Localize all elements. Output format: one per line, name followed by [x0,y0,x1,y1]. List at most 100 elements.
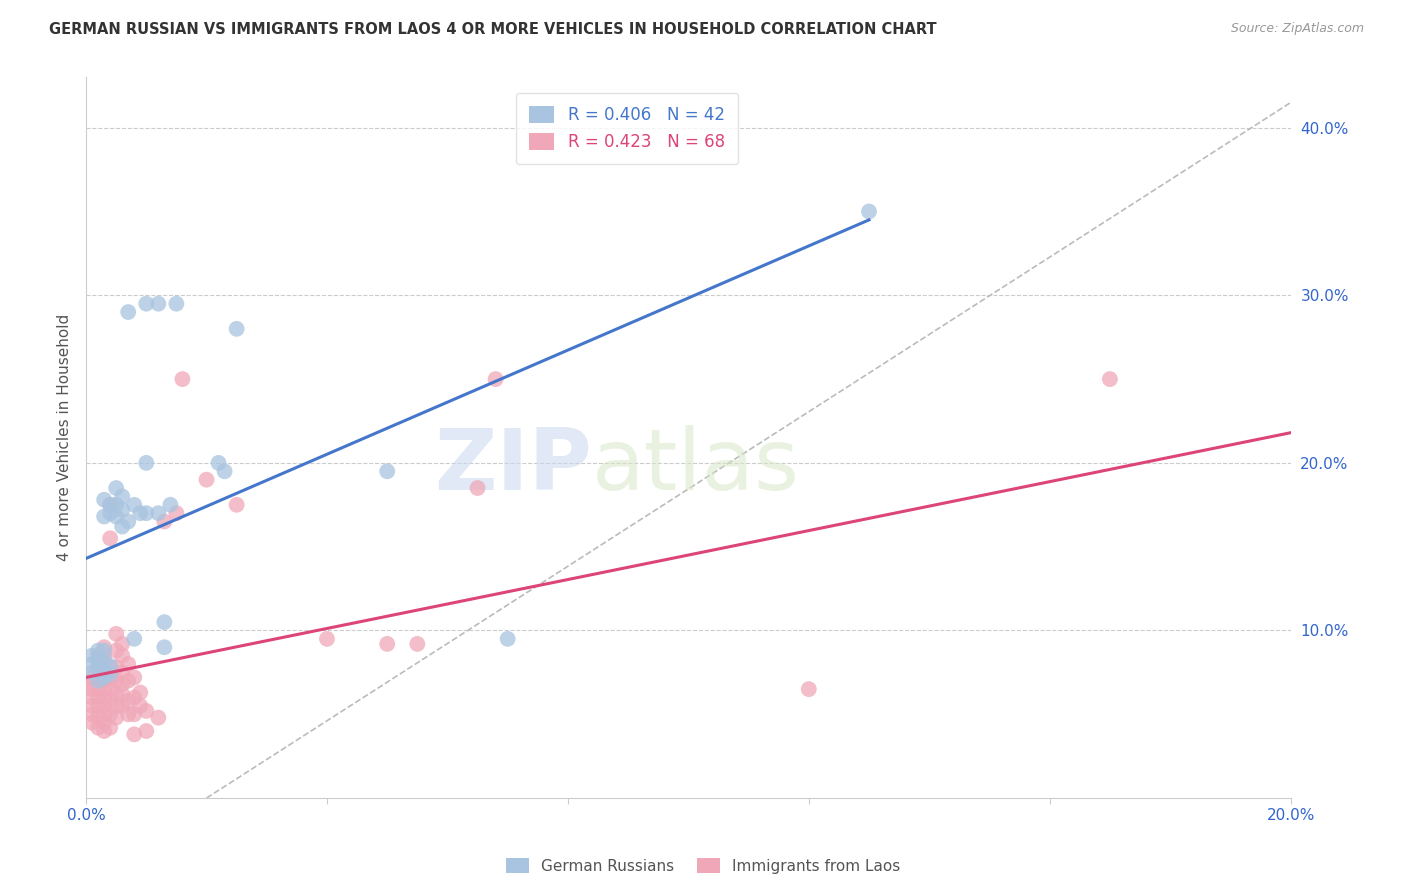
Point [122,498,145,512]
Point [148,506,170,520]
Point [87,673,110,688]
Point [93,682,115,697]
Point [172,372,194,386]
Point [80,698,103,713]
Text: atlas: atlas [592,425,800,508]
Point [122,727,145,741]
Legend: R = 0.406   N = 42, R = 0.423   N = 68: R = 0.406 N = 42, R = 0.423 N = 68 [516,93,738,164]
Point [98,721,121,735]
Point [93,715,115,730]
Point [105,711,128,725]
Point [105,643,128,657]
Y-axis label: 4 or more Vehicles in Household: 4 or more Vehicles in Household [58,314,72,561]
Point [105,627,128,641]
Point [87,711,110,725]
Point [98,498,121,512]
Point [80,682,103,697]
Text: ZIP: ZIP [434,425,592,508]
Point [98,531,121,545]
Point [111,503,134,517]
Point [87,682,110,697]
Point [122,690,145,705]
Text: GERMAN RUSSIAN VS IMMIGRANTS FROM LAOS 4 OR MORE VEHICLES IN HOUSEHOLD CORRELATI: GERMAN RUSSIAN VS IMMIGRANTS FROM LAOS 4… [49,22,936,37]
Point [105,698,128,713]
Point [93,673,115,688]
Point [375,464,398,478]
Point [93,670,115,684]
Point [87,660,110,674]
Point [135,296,157,310]
Point [111,490,134,504]
Point [80,690,103,705]
Point [93,707,115,722]
Legend: German Russians, Immigrants from Laos: German Russians, Immigrants from Laos [499,852,907,880]
Point [153,615,176,629]
Point [117,657,139,671]
Point [117,707,139,722]
Point [80,648,103,663]
Point [93,690,115,705]
Point [98,667,121,681]
Point [214,464,236,478]
Point [375,637,398,651]
Point [135,704,157,718]
Point [87,670,110,684]
Point [111,519,134,533]
Point [122,707,145,722]
Point [135,506,157,520]
Point [93,664,115,678]
Point [105,509,128,524]
Point [105,673,128,688]
Point [129,506,152,520]
Point [129,698,152,713]
Point [98,707,121,722]
Point [1098,372,1121,386]
Point [105,481,128,495]
Point [406,637,429,651]
Point [93,665,115,680]
Point [135,724,157,739]
Point [80,670,103,684]
Point [87,654,110,668]
Point [111,698,134,713]
Point [225,322,247,336]
Point [153,640,176,655]
Point [93,648,115,663]
Point [93,643,115,657]
Point [98,670,121,684]
Point [111,677,134,691]
Point [148,711,170,725]
Point [496,632,519,646]
Point [93,640,115,655]
Point [93,654,115,668]
Point [105,498,128,512]
Point [87,648,110,663]
Point [195,473,218,487]
Point [80,657,103,671]
Point [98,694,121,708]
Point [117,515,139,529]
Point [159,498,181,512]
Point [316,632,339,646]
Point [129,685,152,699]
Point [858,204,880,219]
Point [105,687,128,701]
Point [207,456,229,470]
Point [87,690,110,705]
Point [87,721,110,735]
Point [484,372,506,386]
Point [122,670,145,684]
Point [98,660,121,674]
Point [87,698,110,713]
Point [80,677,103,691]
Point [87,660,110,674]
Point [111,637,134,651]
Point [93,509,115,524]
Point [117,694,139,708]
Point [467,481,489,495]
Point [98,498,121,512]
Point [98,682,121,697]
Point [80,715,103,730]
Point [93,657,115,671]
Point [98,506,121,520]
